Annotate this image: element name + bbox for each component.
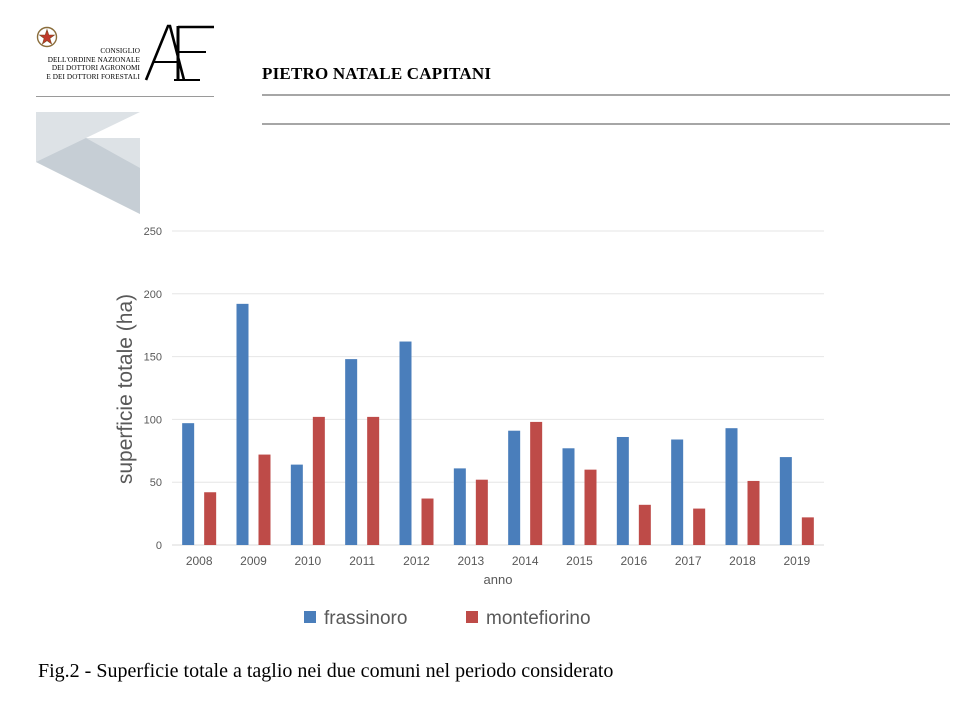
- decorative-chevron: [36, 112, 140, 214]
- bar-montefiorino-2013: [475, 479, 488, 545]
- x-tick-label: 2019: [783, 554, 810, 568]
- bar-montefiorino-2008: [204, 492, 217, 545]
- y-axis-ticks: 0 50 100 150 200 250: [144, 226, 162, 552]
- x-tick-label: 2013: [457, 554, 484, 568]
- x-tick-label: 2017: [675, 554, 702, 568]
- bars: [182, 303, 814, 545]
- legend-label-montefiorino: montefiorino: [486, 608, 591, 629]
- bar-montefiorino-2011: [367, 416, 380, 545]
- bar-frassinoro-2015: [562, 448, 575, 545]
- y-tick-label: 200: [144, 289, 162, 301]
- author-name: PIETRO NATALE CAPITANI: [262, 64, 492, 83]
- bar-frassinoro-2014: [508, 430, 521, 545]
- org-line: DELL'ORDINE NAZIONALE: [47, 55, 140, 64]
- y-tick-label: 50: [150, 477, 162, 489]
- y-tick-label: 150: [144, 352, 162, 364]
- bar-frassinoro-2008: [182, 423, 195, 545]
- bar-montefiorino-2018: [747, 480, 760, 545]
- bar-frassinoro-2017: [671, 439, 684, 545]
- y-axis-label: superficie totale (ha): [114, 294, 137, 484]
- y-tick-label: 100: [144, 414, 162, 426]
- bar-frassinoro-2009: [236, 303, 249, 545]
- bar-montefiorino-2015: [584, 469, 597, 545]
- bar-frassinoro-2016: [616, 436, 629, 545]
- bar-frassinoro-2011: [345, 359, 358, 545]
- bar-montefiorino-2014: [530, 421, 543, 545]
- x-tick-label: 2011: [349, 554, 375, 568]
- bar-frassinoro-2018: [725, 428, 738, 545]
- x-tick-label: 2012: [403, 554, 430, 568]
- bar-chart: 0 50 100 150 200 250 2008 2009 2010 2011 2012 2013…: [114, 226, 824, 629]
- title-rule-bottom: [262, 123, 950, 125]
- x-axis-label: anno: [484, 572, 513, 587]
- y-tick-label: 0: [156, 540, 162, 552]
- x-tick-label: 2014: [512, 554, 539, 568]
- bar-frassinoro-2019: [779, 457, 792, 545]
- bar-montefiorino-2009: [258, 454, 271, 545]
- y-tick-label: 250: [144, 226, 162, 238]
- legend-swatch-frassinoro: [304, 611, 316, 623]
- legend-swatch-montefiorino: [466, 611, 478, 623]
- bar-montefiorino-2016: [638, 504, 651, 545]
- italian-republic-emblem-icon: [36, 26, 58, 48]
- x-tick-label: 2009: [240, 554, 267, 568]
- grid-lines: [172, 230, 824, 546]
- bar-montefiorino-2019: [801, 517, 814, 545]
- bar-frassinoro-2010: [290, 464, 303, 545]
- organization-name: CONSIGLIO DELL'ORDINE NAZIONALE DEI DOTT…: [34, 47, 140, 81]
- legend-label-frassinoro: frassinoro: [324, 608, 407, 629]
- bar-frassinoro-2013: [453, 468, 466, 545]
- x-tick-label: 2008: [186, 554, 213, 568]
- org-line: CONSIGLIO: [100, 47, 140, 55]
- af-logo: [144, 24, 214, 81]
- header-divider: [36, 96, 214, 97]
- title-rule-top: [262, 94, 950, 96]
- org-line: E DEI DOTTORI FORESTALI: [46, 72, 140, 81]
- bar-montefiorino-2010: [312, 416, 325, 545]
- x-tick-label: 2016: [620, 554, 647, 568]
- bar-montefiorino-2012: [421, 498, 434, 545]
- legend: frassinoro montefiorino: [304, 608, 591, 629]
- x-axis-ticks: 2008 2009 2010 2011 2012 2013 2014 2015 2016 2017…: [186, 554, 811, 568]
- org-line: DEI DOTTORI AGRONOMI: [51, 64, 140, 73]
- bar-montefiorino-2017: [693, 508, 706, 545]
- x-tick-label: 2018: [729, 554, 756, 568]
- x-tick-label: 2010: [294, 554, 321, 568]
- x-tick-label: 2015: [566, 554, 593, 568]
- bar-frassinoro-2012: [399, 341, 412, 545]
- figure-caption: Fig.2 - Superficie totale a taglio nei d…: [38, 660, 614, 682]
